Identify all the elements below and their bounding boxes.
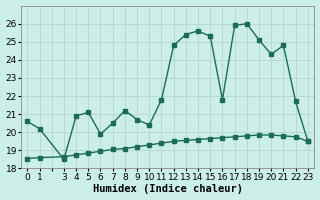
- X-axis label: Humidex (Indice chaleur): Humidex (Indice chaleur): [92, 184, 243, 194]
